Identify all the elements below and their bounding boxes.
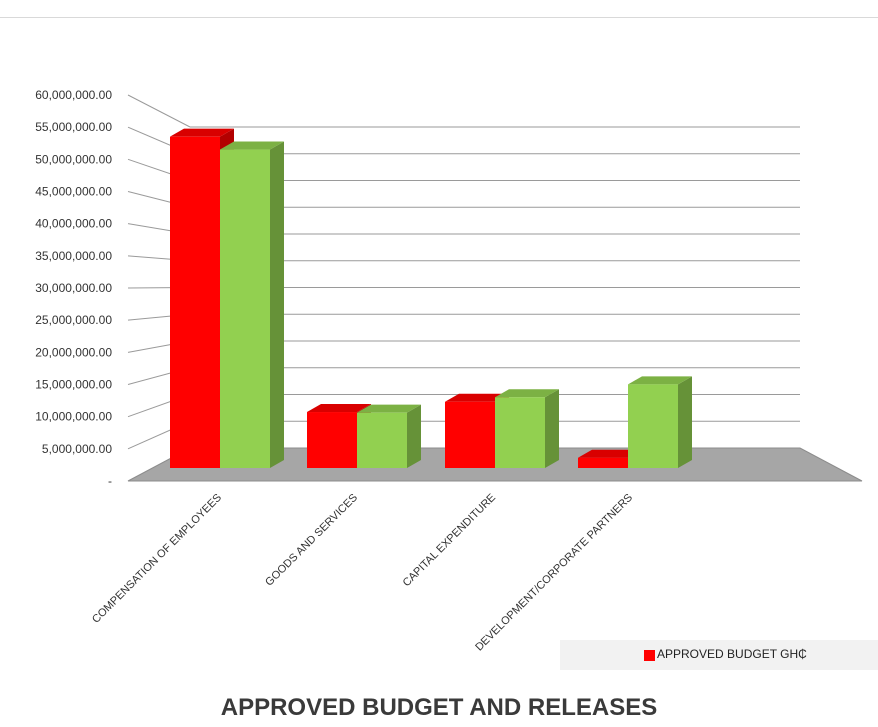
y-tick-label: 40,000,000.00 [35,217,112,231]
bar-top [170,128,234,137]
bar-top [307,404,371,413]
chart-title: APPROVED BUDGET AND RELEASES [220,694,658,721]
bar-releases-3 [628,376,692,468]
bar-front [220,149,270,469]
x-tick-label: DEVELOPMENT/CORPORATE PARTNERS [473,492,635,654]
bars-layer [170,128,692,469]
bar-top [495,389,559,398]
legend-swatch-approved-budget [644,650,655,661]
y-tick-label: 55,000,000.00 [35,120,112,134]
bar-front [170,136,220,468]
bar-releases-2 [495,389,559,468]
bar-front [628,384,678,468]
y-tick-label: 25,000,000.00 [35,313,112,327]
bar-releases-0 [220,141,284,469]
bar-front [445,401,495,468]
bar-front [495,397,545,468]
bar-side [270,141,284,469]
bar-side [678,376,692,468]
y-tick-label: 50,000,000.00 [35,152,112,166]
y-tick-label: 45,000,000.00 [35,185,112,199]
bar-top [578,449,642,458]
bar-front [307,412,357,468]
y-tick-label: 20,000,000.00 [35,345,112,359]
bar-top [220,141,284,150]
x-tick-label: GOODS AND SERVICES [263,492,360,589]
bar-top [357,404,421,413]
y-tick-label: 10,000,000.00 [35,410,112,424]
bar-releases-1 [357,404,421,468]
top-divider [0,17,878,18]
bar-front [357,412,407,468]
bar-top [628,376,692,385]
legend: APPROVED BUDGET GH₵ [560,640,878,670]
gridline-side [127,94,191,128]
bar-side [407,404,421,468]
y-axis-tick-labels: - 5,000,000.00 10,000,000.00 15,000,000.00 2… [35,88,112,488]
x-tick-label: COMPENSATION OF EMPLOYEES [90,492,224,626]
y-tick-label: 30,000,000.00 [35,281,112,295]
y-tick-label: 15,000,000.00 [35,378,112,392]
y-tick-label: 35,000,000.00 [35,249,112,263]
x-tick-label: CAPITAL EXPENDITURE [401,492,499,590]
legend-label-approved-budget: APPROVED BUDGET GH₵ [657,647,807,661]
y-tick-label: 60,000,000.00 [35,88,112,102]
bar-side [545,389,559,468]
bar-front [578,457,628,468]
bar-chart: - 5,000,000.00 10,000,000.00 15,000,000.00 2… [35,88,863,654]
bar-approved-budget-0 [170,128,234,468]
x-axis-category-labels: COMPENSATION OF EMPLOYEES GOODS AND SERVI… [90,492,635,654]
y-tick-label: - [108,474,112,488]
bar-top [445,393,509,402]
y-tick-label: 5,000,000.00 [42,442,112,456]
gridlines-layer [127,94,800,450]
